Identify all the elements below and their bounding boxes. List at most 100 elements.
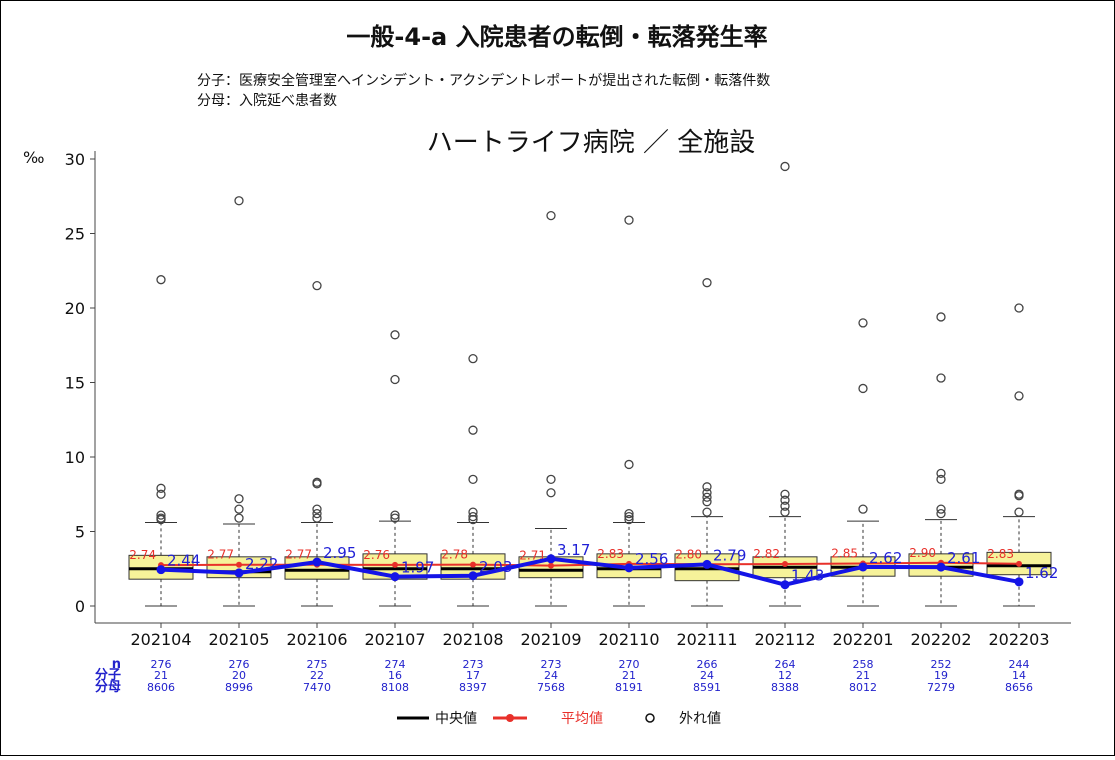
mean-value-label: 2.77 <box>207 548 234 562</box>
outlier-point <box>780 507 790 517</box>
outlier-point <box>1014 507 1024 517</box>
numerator-note: 分子：医療安全管理室へインシデント・アクシデントレポートが提出された転倒・転落件… <box>197 72 770 89</box>
outlier-point <box>546 210 556 221</box>
mean-point <box>1016 560 1022 567</box>
count-numerator: 21 <box>856 669 870 682</box>
hospital-point <box>780 580 790 590</box>
outlier-point <box>780 501 790 511</box>
count-denominator: 7470 <box>303 681 331 694</box>
mean-value-label: 2.83 <box>987 547 1014 561</box>
hospital-series: 2.44 2.22 2.95 1.97 2.03 3.17 2.56 2.79 1.43 2.62… <box>156 541 1058 590</box>
hospital-point <box>156 565 166 575</box>
outlier-point <box>156 275 166 285</box>
outlier-point <box>390 374 400 385</box>
outlier-point <box>156 510 166 520</box>
x-tick-label: 202109 <box>520 630 581 649</box>
outlier-point <box>1014 303 1024 313</box>
outlier-point <box>858 318 868 328</box>
mean-point <box>236 561 242 568</box>
legend: 中央値 平均値 外れ値 <box>397 711 721 727</box>
hospital-point <box>468 571 478 581</box>
outlier-point <box>780 489 790 499</box>
legend-outlier-marker <box>645 713 655 723</box>
mean-point <box>392 561 398 568</box>
outlier-point <box>858 504 868 514</box>
count-numerator: 16 <box>388 669 402 682</box>
outlier-point <box>702 482 712 492</box>
count-numerator: 24 <box>544 669 558 682</box>
x-tick-label: 202201 <box>832 630 893 649</box>
outlier-point <box>624 508 634 519</box>
mean-value-label: 2.76 <box>363 548 390 562</box>
outlier-point <box>936 504 946 514</box>
outlier-point <box>702 488 712 498</box>
outlier-point <box>312 513 322 523</box>
outlier-point <box>468 425 478 435</box>
hospital-point <box>936 562 946 572</box>
mean-value-label: 2.90 <box>909 546 936 560</box>
x-tick-label: 202107 <box>364 630 425 649</box>
hospital-value-label: 1.62 <box>1025 564 1058 582</box>
mean-value-label: 2.82 <box>753 547 780 561</box>
hospital-value-label: 2.62 <box>869 549 902 567</box>
count-numerator: 19 <box>934 669 948 682</box>
count-denominator: 8191 <box>615 681 643 694</box>
count-n: 274 <box>385 658 406 671</box>
count-denominator: 8397 <box>459 681 487 694</box>
hospital-value-label: 2.22 <box>245 555 278 573</box>
count-numerator: 20 <box>232 669 246 682</box>
count-denominator: 8108 <box>381 681 409 694</box>
mean-value-label: 2.83 <box>597 547 624 561</box>
box-series <box>128 161 1052 607</box>
count-denominator: 8996 <box>225 681 253 694</box>
outlier-point <box>624 511 634 522</box>
count-numerator: 17 <box>466 669 480 682</box>
mean-value-label: 2.85 <box>831 547 858 561</box>
count-n: 275 <box>307 658 328 671</box>
count-numerator: 12 <box>778 669 792 682</box>
count-n: 273 <box>463 658 484 671</box>
mean-point <box>782 560 788 567</box>
legend-mean-marker <box>506 714 514 722</box>
legend-mean-label: 平均値 <box>561 711 603 727</box>
count-numerator: 22 <box>310 669 324 682</box>
y-tick-label: 15 <box>65 374 85 393</box>
count-denominator: 8012 <box>849 681 877 694</box>
mean-value-label: 2.74 <box>129 548 156 562</box>
outlier-point <box>156 513 166 523</box>
count-n: 266 <box>697 658 718 671</box>
count-numerator: 21 <box>622 669 636 682</box>
outlier-point <box>936 312 946 322</box>
outlier-point <box>312 280 322 291</box>
hospital-line <box>160 556 1020 587</box>
y-tick-label: 5 <box>75 523 85 542</box>
count-table: n 分子 分母 27621860627620899627522747027416… <box>95 657 1033 695</box>
x-tick-label: 202110 <box>598 630 659 649</box>
outlier-point <box>312 477 322 487</box>
outlier-point <box>780 495 790 505</box>
hospital-value-label: 1.97 <box>401 559 434 577</box>
hospital-value-label: 2.03 <box>479 558 512 576</box>
count-n: 244 <box>1009 658 1030 671</box>
outlier-point <box>546 488 556 498</box>
hospital-point <box>624 563 634 573</box>
x-tick-label: 202108 <box>442 630 503 649</box>
x-tick-label: 202202 <box>910 630 971 649</box>
outlier-point <box>234 196 244 206</box>
row-label-denominator: 分母 <box>95 679 121 695</box>
y-tick-label: 10 <box>65 448 85 467</box>
outlier-point <box>702 492 712 502</box>
hospital-value-label: 2.44 <box>167 552 200 570</box>
count-n: 273 <box>541 658 562 671</box>
x-tick-label: 202111 <box>676 630 737 649</box>
count-denominator: 8591 <box>693 681 721 694</box>
count-n: 252 <box>931 658 952 671</box>
outlier-point <box>390 330 400 340</box>
count-n: 276 <box>151 658 172 671</box>
denominator-note: 分母：入院延べ患者数 <box>197 93 337 109</box>
count-numerator: 21 <box>154 669 168 682</box>
hospital-value-label: 2.56 <box>635 550 668 568</box>
x-tick-label: 202112 <box>754 630 815 649</box>
outlier-point <box>390 510 400 520</box>
